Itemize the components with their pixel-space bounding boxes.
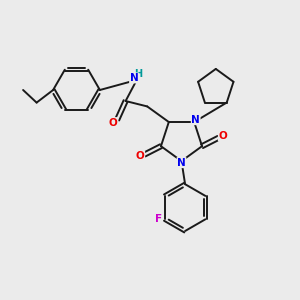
Text: O: O [218, 131, 227, 141]
Text: N: N [130, 73, 138, 83]
Text: F: F [155, 214, 162, 224]
Text: O: O [136, 152, 145, 161]
Text: N: N [191, 115, 200, 124]
Text: N: N [177, 158, 186, 168]
Text: H: H [134, 69, 142, 79]
Text: O: O [109, 118, 118, 128]
